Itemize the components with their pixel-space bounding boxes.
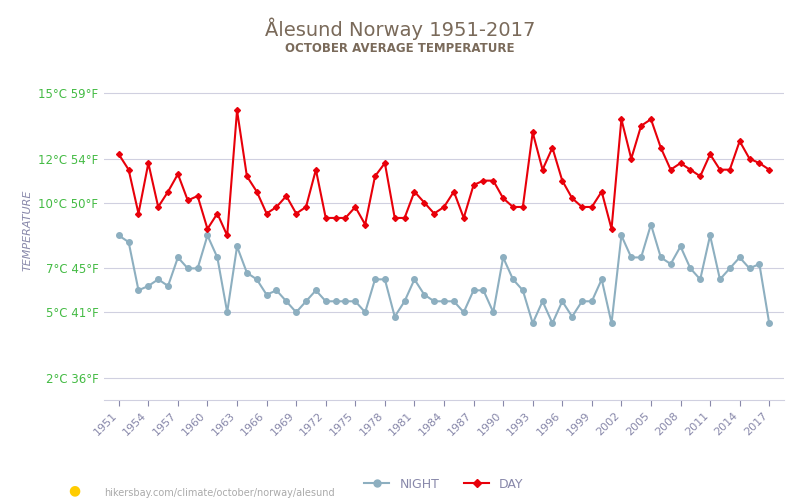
NIGHT [725, 266, 734, 272]
NIGHT [193, 266, 202, 272]
NIGHT [617, 232, 626, 238]
DAY [114, 152, 123, 158]
DAY [725, 166, 734, 172]
Line: NIGHT: NIGHT [116, 222, 772, 326]
DAY [232, 108, 242, 114]
Text: Ålesund Norway 1951-2017: Ålesund Norway 1951-2017 [265, 18, 535, 40]
NIGHT [410, 276, 419, 282]
DAY [193, 193, 202, 199]
Text: hikersbay.com/climate/october/norway/alesund: hikersbay.com/climate/october/norway/ale… [104, 488, 334, 498]
DAY [626, 156, 636, 162]
Text: ●: ● [68, 484, 80, 498]
Legend: NIGHT, DAY: NIGHT, DAY [359, 472, 529, 496]
NIGHT [380, 276, 390, 282]
NIGHT [765, 320, 774, 326]
DAY [222, 232, 232, 238]
NIGHT [646, 222, 656, 228]
NIGHT [114, 232, 123, 238]
NIGHT [528, 320, 538, 326]
DAY [400, 215, 410, 221]
Text: OCTOBER AVERAGE TEMPERATURE: OCTOBER AVERAGE TEMPERATURE [286, 42, 514, 56]
NIGHT [163, 283, 173, 289]
DAY [765, 166, 774, 172]
Line: DAY: DAY [117, 108, 771, 238]
DAY [430, 210, 439, 216]
DAY [163, 188, 173, 194]
Y-axis label: TEMPERATURE: TEMPERATURE [22, 190, 33, 270]
